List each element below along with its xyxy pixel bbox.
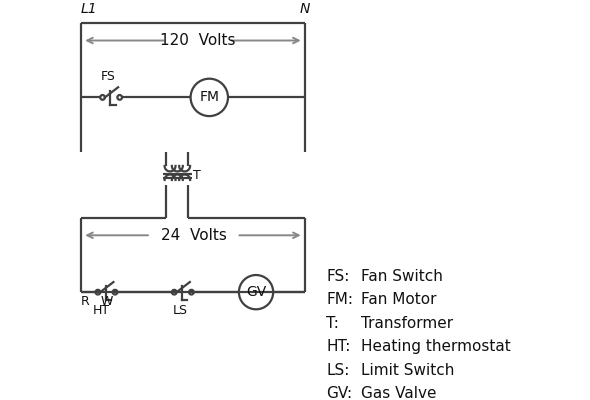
- Text: L1: L1: [81, 2, 97, 16]
- Text: T:: T:: [326, 316, 339, 331]
- Text: N: N: [300, 2, 310, 16]
- Text: 120  Volts: 120 Volts: [160, 33, 235, 48]
- Text: FM:: FM:: [326, 292, 353, 308]
- Text: 24  Volts: 24 Volts: [161, 228, 227, 243]
- Text: FS:: FS:: [326, 269, 349, 284]
- Text: GV: GV: [246, 285, 266, 299]
- Text: Fan Switch: Fan Switch: [361, 269, 443, 284]
- Text: LS:: LS:: [326, 362, 349, 378]
- Text: Transformer: Transformer: [361, 316, 453, 331]
- Text: FM: FM: [199, 90, 219, 104]
- Text: Limit Switch: Limit Switch: [361, 362, 455, 378]
- Text: T: T: [193, 169, 201, 182]
- Text: FS: FS: [101, 70, 116, 83]
- Text: LS: LS: [173, 304, 188, 317]
- Text: HT:: HT:: [326, 339, 350, 354]
- Text: Heating thermostat: Heating thermostat: [361, 339, 511, 354]
- Text: HT: HT: [93, 304, 110, 317]
- Text: R: R: [81, 295, 90, 308]
- Text: W: W: [100, 295, 113, 308]
- Text: GV:: GV:: [326, 386, 352, 400]
- Text: Gas Valve: Gas Valve: [361, 386, 437, 400]
- Text: Fan Motor: Fan Motor: [361, 292, 437, 308]
